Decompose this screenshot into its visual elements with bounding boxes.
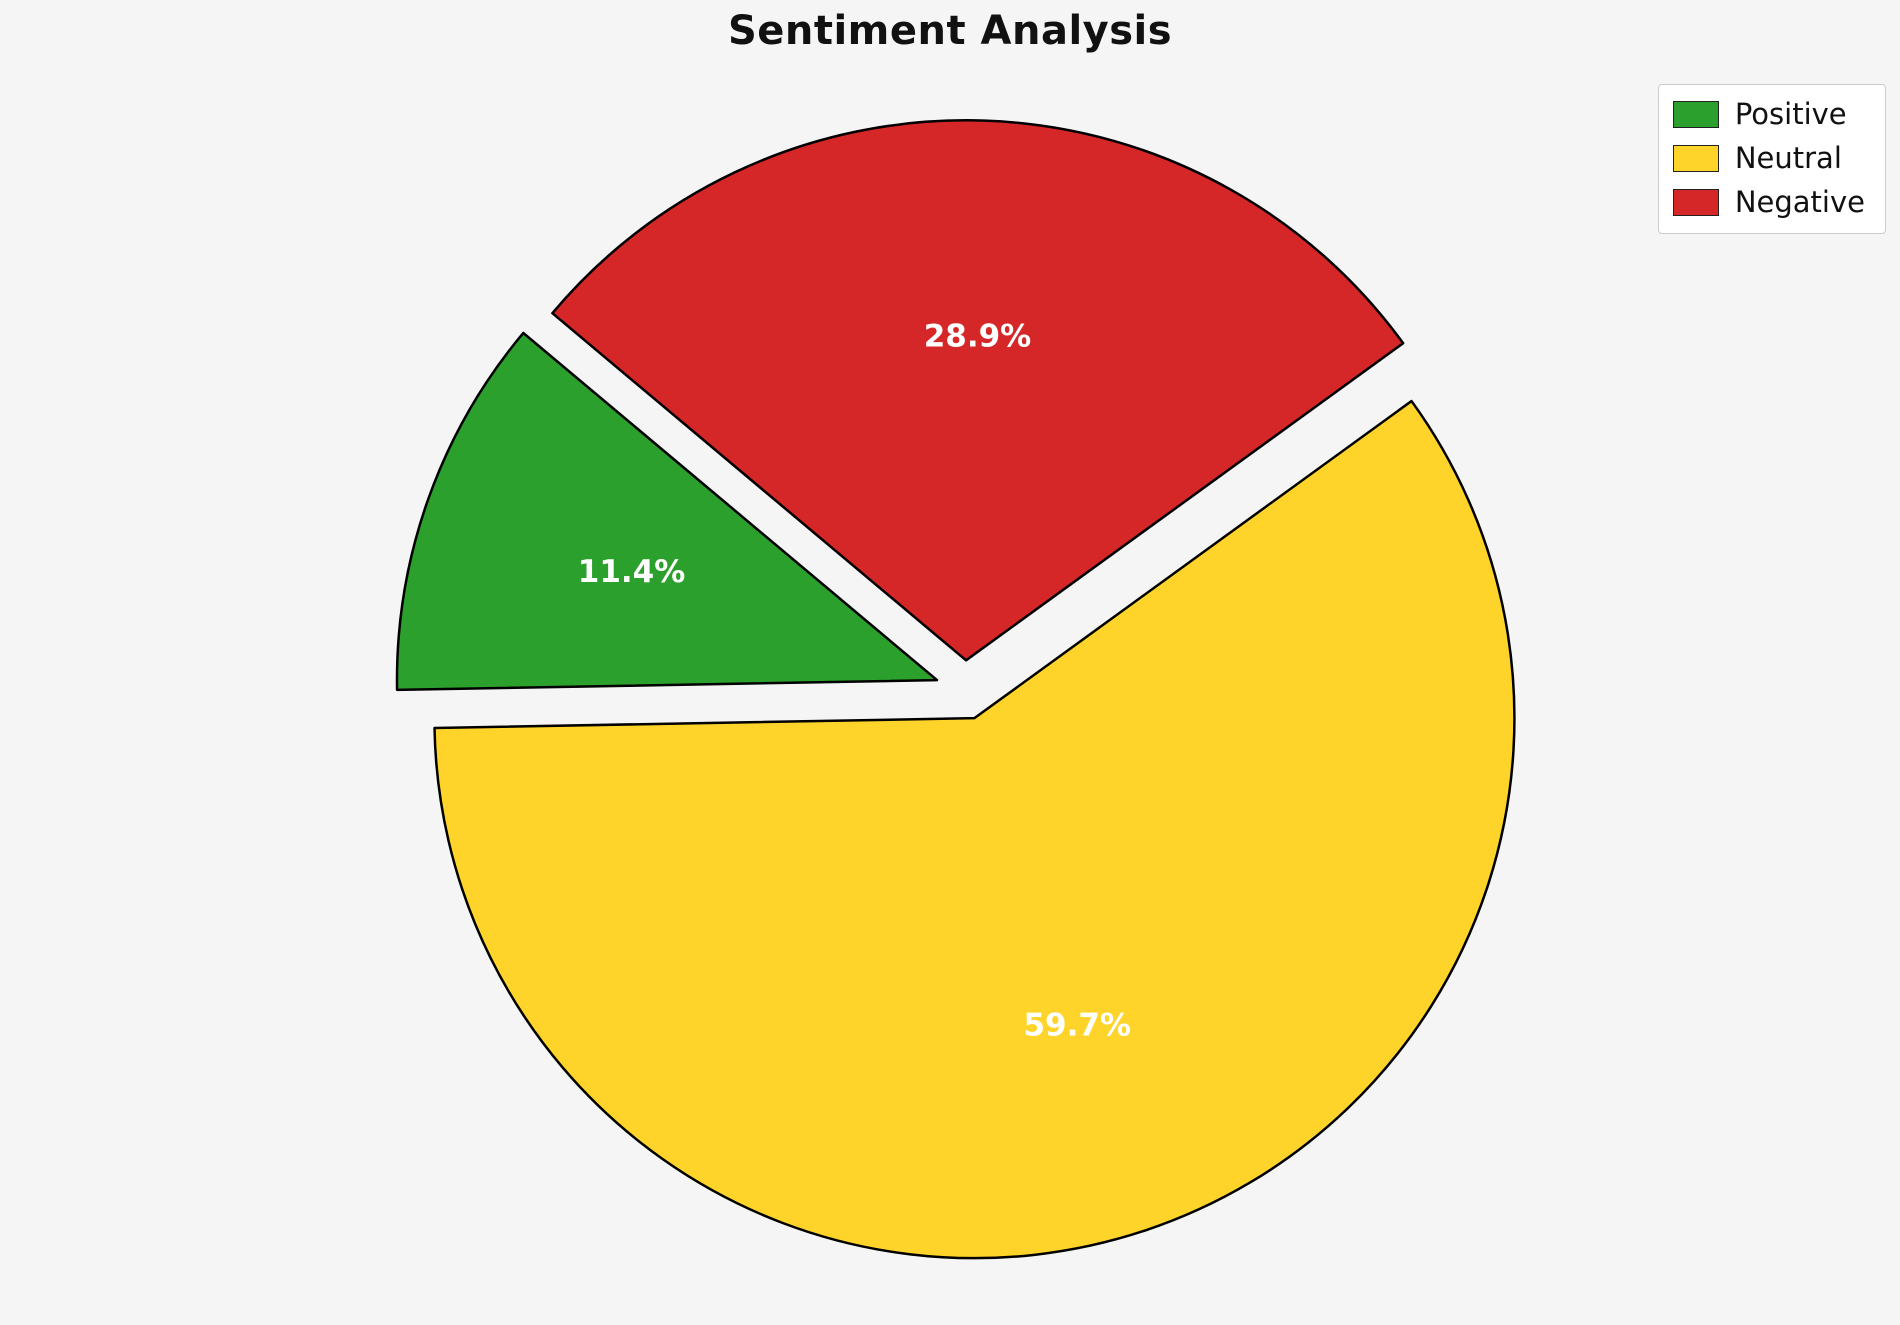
pie-slice-neutral — [433, 399, 1516, 1260]
pie-percent-label-negative: 28.9% — [924, 319, 1032, 355]
legend-item-negative: Negative — [1672, 184, 1865, 219]
legend-label-neutral: Neutral — [1734, 140, 1842, 175]
legend-swatch-negative — [1672, 189, 1719, 217]
pie-percent-label-neutral: 59.7% — [1023, 1007, 1131, 1043]
legend-swatch-neutral — [1672, 145, 1719, 173]
chart-title: Sentiment Analysis — [727, 8, 1173, 54]
legend: Positive Neutral Negative — [1657, 84, 1886, 234]
legend-item-neutral: Neutral — [1672, 140, 1865, 175]
pie-slice-negative — [551, 119, 1405, 662]
pie-percent-label-positive: 11.4% — [578, 554, 686, 590]
legend-item-positive: Positive — [1672, 97, 1865, 131]
pie-slice-positive — [395, 331, 939, 692]
legend-label-positive: Positive — [1734, 97, 1847, 131]
legend-swatch-positive — [1672, 101, 1719, 129]
legend-label-negative: Negative — [1734, 184, 1865, 219]
